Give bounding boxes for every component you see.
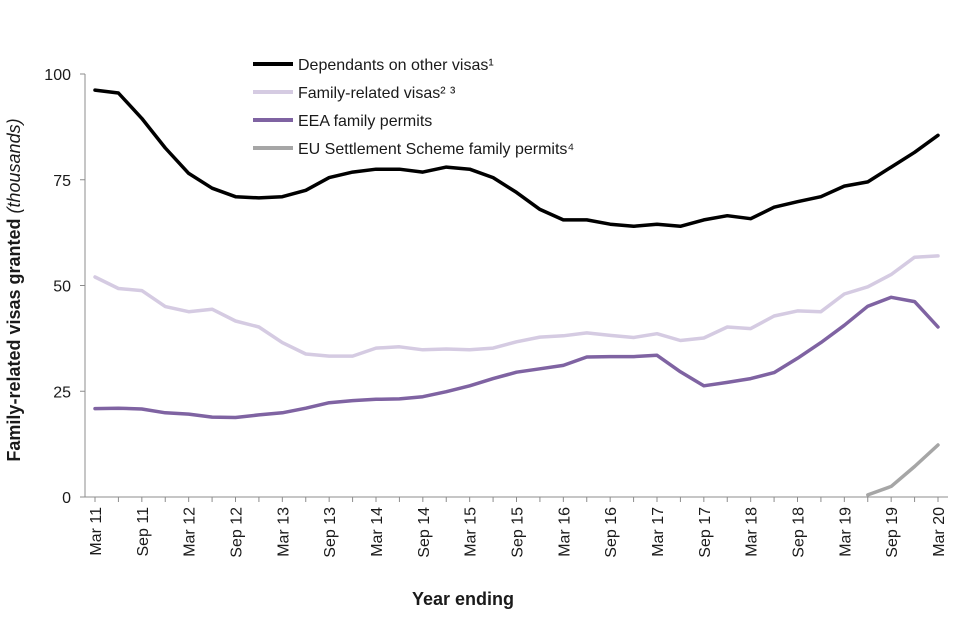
x-axis-title: Year ending bbox=[412, 589, 514, 609]
x-tick-label: Sep 12 bbox=[229, 507, 246, 558]
series-layer bbox=[93, 88, 940, 497]
x-axis: Mar 11 Sep 11 Mar 12 Sep 12 Mar 13 Sep 13 Mar … bbox=[85, 496, 948, 558]
series-line-3 bbox=[866, 443, 940, 497]
x-tick-label: Mar 18 bbox=[744, 507, 761, 557]
y-axis-title-main: Family-related visas granted bbox=[4, 218, 24, 461]
y-axis-title-unit: (thousands) bbox=[4, 118, 24, 213]
y-tick-label: 50 bbox=[53, 279, 71, 296]
x-tick-label: Mar 16 bbox=[556, 507, 573, 557]
legend-label: Dependants on other visas¹ bbox=[298, 57, 494, 74]
x-tick-label: Mar 20 bbox=[931, 507, 948, 557]
y-tick-label: 25 bbox=[53, 384, 71, 401]
x-tick-label: Mar 13 bbox=[275, 507, 292, 557]
series-line-0 bbox=[93, 88, 940, 229]
x-tick-label: Sep 18 bbox=[791, 507, 808, 558]
legend-label: Family-related visas² ³ bbox=[298, 85, 456, 102]
legend: Dependants on other visas¹ Family-related… bbox=[253, 57, 574, 158]
x-tick-label: Sep 14 bbox=[416, 507, 433, 558]
x-tick-label: Sep 11 bbox=[135, 507, 152, 557]
x-tick-label: Mar 14 bbox=[369, 507, 386, 557]
x-tick-label: Mar 12 bbox=[182, 507, 199, 557]
y-axis: 0 25 50 75 100 bbox=[44, 67, 86, 507]
legend-label: EEA family permits bbox=[298, 113, 432, 130]
x-tick-label: Sep 17 bbox=[697, 507, 714, 558]
x-tick-label: Sep 19 bbox=[884, 507, 901, 558]
x-tick-label: Sep 16 bbox=[603, 507, 620, 558]
y-tick-label: 75 bbox=[53, 173, 71, 190]
y-tick-label: 100 bbox=[44, 67, 71, 84]
series-line-2 bbox=[93, 295, 940, 420]
x-tick-label: Sep 13 bbox=[322, 507, 339, 558]
x-tick-label: Mar 19 bbox=[837, 507, 854, 557]
x-tick-label: Mar 15 bbox=[463, 507, 480, 557]
legend-label: EU Settlement Scheme family permits⁴ bbox=[298, 141, 574, 158]
x-tick-label: Mar 17 bbox=[650, 507, 667, 557]
x-tick-label: Sep 15 bbox=[510, 507, 527, 558]
y-tick-label: 0 bbox=[62, 490, 71, 507]
x-tick-label: Mar 11 bbox=[88, 507, 105, 556]
series-line-1 bbox=[93, 254, 940, 358]
y-axis-title: Family-related visas granted (thousands) bbox=[4, 118, 24, 461]
